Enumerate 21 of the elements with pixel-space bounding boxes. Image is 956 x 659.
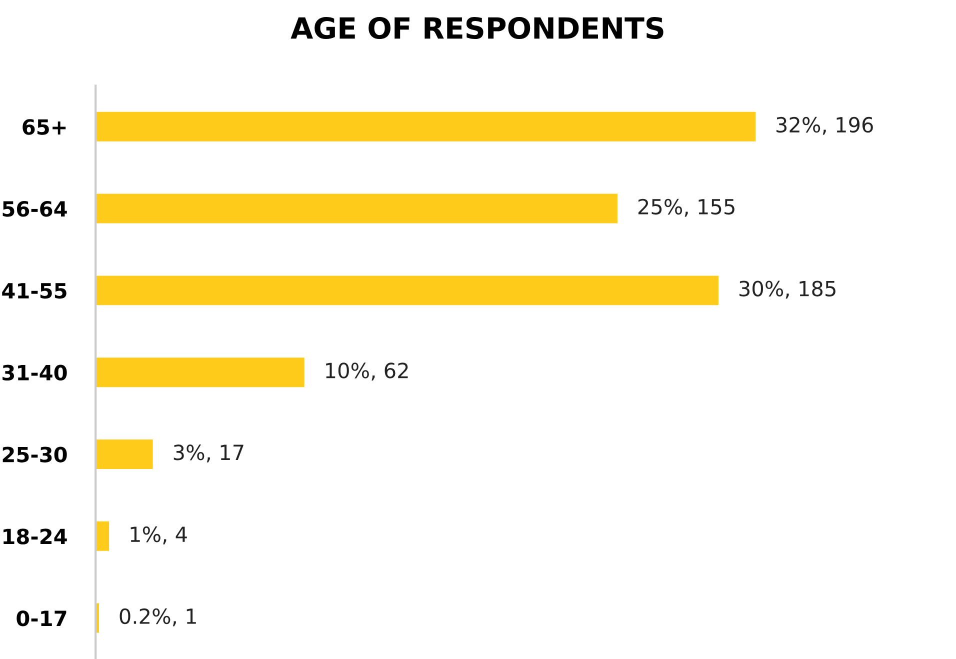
bar <box>96 439 153 469</box>
bar <box>96 358 304 388</box>
data-label: 3%, 17 <box>174 444 244 462</box>
chart-title: AGE OF RESPONDENTS <box>290 16 664 40</box>
y-tick-label: 41-55 <box>2 283 66 299</box>
data-label: 0.2%, 1 <box>120 608 196 626</box>
data-label: 30%, 185 <box>739 280 836 299</box>
bar <box>96 112 756 142</box>
data-label: 1%, 4 <box>130 526 187 544</box>
y-tick-label: 25-30 <box>2 446 67 462</box>
y-tick-label: 56-64 <box>2 201 67 217</box>
data-label: 10%, 62 <box>326 362 408 381</box>
bar <box>96 276 718 306</box>
bar <box>96 194 618 224</box>
y-tick-label: 65+ <box>22 119 66 135</box>
y-tick-label: 31-40 <box>2 364 67 381</box>
y-tick-label: 0-17 <box>16 610 66 626</box>
data-label: 25%, 155 <box>638 198 734 217</box>
y-tick-label: 18-24 <box>4 528 67 544</box>
data-label: 32%, 196 <box>776 116 873 135</box>
bar <box>96 521 110 551</box>
